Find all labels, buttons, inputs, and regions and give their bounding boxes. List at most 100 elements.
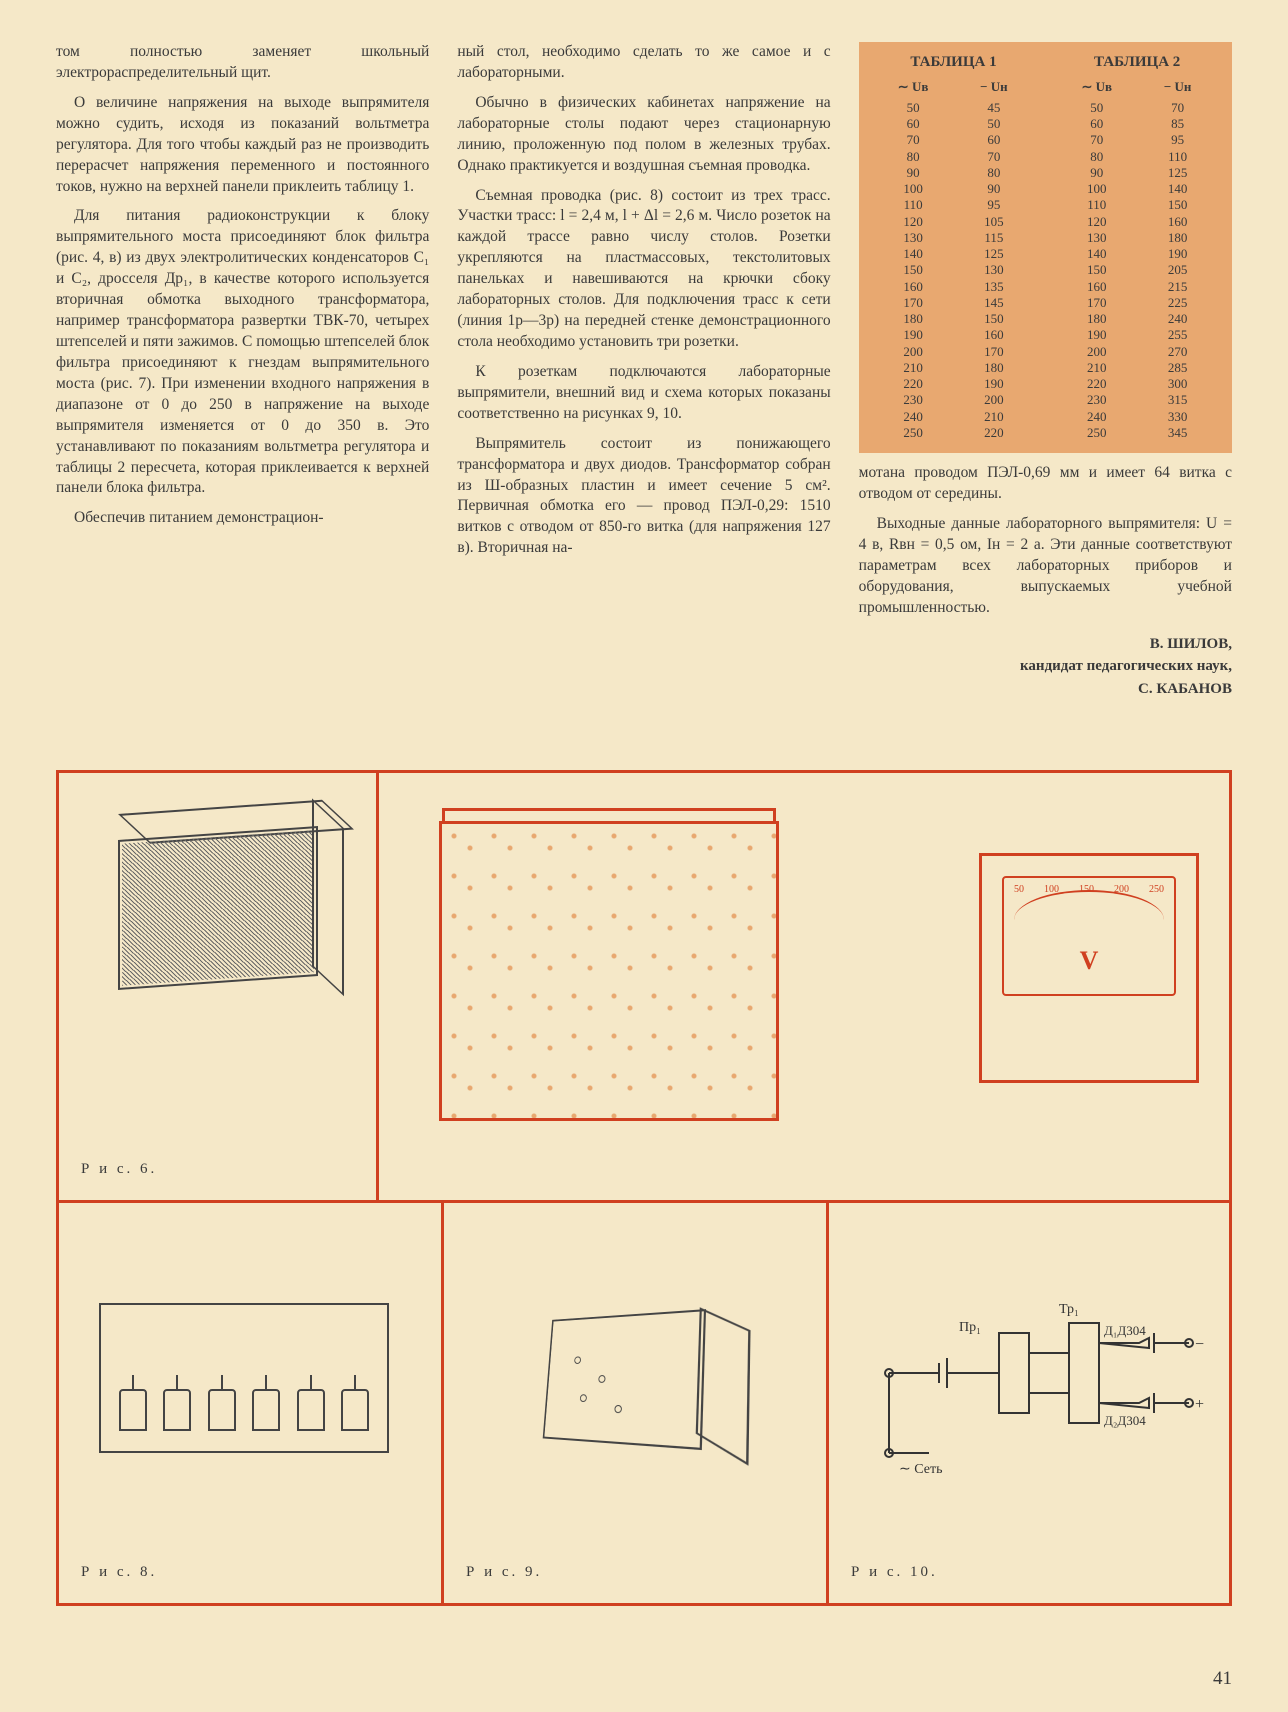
text-columns: том полностью заменяет школьный электрор…	[56, 42, 1232, 742]
table-cell: 160	[1137, 214, 1218, 230]
table-cell: 145	[954, 295, 1035, 311]
figure-7: 50 100 150 200 250 V	[379, 773, 1229, 1200]
table-cell: 70	[1137, 100, 1218, 116]
table-cell: 110	[873, 197, 954, 213]
table-cell: 95	[1137, 132, 1218, 148]
meter-num: 50	[1014, 884, 1024, 895]
table-row: 5045	[873, 100, 1035, 116]
figure-6: Р и с. 6.	[59, 773, 379, 1200]
transformer-icon	[439, 821, 779, 1121]
column-1: том полностью заменяет школьный электрор…	[56, 42, 429, 742]
table-row: 220190	[873, 376, 1035, 392]
table-cell: 345	[1137, 425, 1218, 441]
table-cell: 80	[873, 149, 954, 165]
table-cell: 60	[873, 116, 954, 132]
table-row: 6050	[873, 116, 1035, 132]
table-row: 180240	[1056, 311, 1218, 327]
table-cell: 225	[1137, 295, 1218, 311]
sig-1: В. ШИЛОВ,	[859, 633, 1232, 656]
dot-icon	[598, 1375, 606, 1383]
figure-8: Р и с. 8.	[59, 1203, 444, 1603]
table-cell: 210	[954, 409, 1035, 425]
table-row: 190160	[873, 327, 1035, 343]
table-cell: 130	[1056, 230, 1137, 246]
meter-num: 100	[1044, 884, 1059, 895]
figure-10: Тр₁ Пр₁ Д₁Д304 Д₂Д304 ∼ Сеть − + Р и с. …	[829, 1203, 1229, 1603]
column-2: ный стол, необходимо сделать то же самое…	[457, 42, 830, 742]
table-row: 200170	[873, 344, 1035, 360]
table-2-headers: ∼ Uв − Uн	[1056, 78, 1218, 96]
fig6-label: Р и с. 6.	[81, 1161, 157, 1178]
table-cell: 160	[1056, 279, 1137, 295]
table-cell: 170	[1056, 295, 1137, 311]
table-row: 120105	[873, 214, 1035, 230]
fig6-box-icon	[118, 826, 318, 990]
table-cell: 85	[1137, 116, 1218, 132]
table-cell: 140	[1056, 246, 1137, 262]
table-row: 5070	[1056, 100, 1218, 116]
voltmeter-icon: 50 100 150 200 250 V	[979, 853, 1199, 1083]
table-cell: 100	[873, 181, 954, 197]
table-cell: 250	[873, 425, 954, 441]
col1-p4: Обеспечив питанием демонстрацион-	[56, 508, 429, 529]
table-cell: 90	[954, 181, 1035, 197]
table-cell: 60	[1056, 116, 1137, 132]
table-cell: 255	[1137, 327, 1218, 343]
table-row: 130115	[873, 230, 1035, 246]
table-cell: 150	[1056, 262, 1137, 278]
table-1: ТАБЛИЦА 1 ∼ Uв − Uн 50456050706080709080…	[873, 52, 1035, 441]
circuit-tr-label: Тр₁	[1059, 1302, 1079, 1317]
table-row: 210180	[873, 360, 1035, 376]
table-cell: 220	[954, 425, 1035, 441]
table-row: 190255	[1056, 327, 1218, 343]
table-cell: 230	[873, 392, 954, 408]
table-cell: 170	[873, 295, 954, 311]
table-cell: 80	[1056, 149, 1137, 165]
table-row: 170225	[1056, 295, 1218, 311]
table-cell: 120	[1056, 214, 1137, 230]
meter-arc-icon	[1014, 890, 1164, 950]
table-cell: 180	[954, 360, 1035, 376]
socket-panel-icon	[99, 1303, 389, 1453]
table-cell: 135	[954, 279, 1035, 295]
table-cell: 150	[954, 311, 1035, 327]
table-cell: 240	[1056, 409, 1137, 425]
table-cell: 330	[1137, 409, 1218, 425]
socket-icon	[297, 1389, 325, 1431]
table-cell: 125	[954, 246, 1035, 262]
circuit-d1-label: Д₁Д304	[1104, 1323, 1146, 1338]
dot-icon	[580, 1394, 587, 1402]
table-cell: 285	[1137, 360, 1218, 376]
table-cell: 230	[1056, 392, 1137, 408]
table-cell: 45	[954, 100, 1035, 116]
tables-box: ТАБЛИЦА 1 ∼ Uв − Uн 50456050706080709080…	[859, 42, 1232, 453]
table-row: 7095	[1056, 132, 1218, 148]
col1-p1: том полностью заменяет школьный электрор…	[56, 42, 429, 84]
meter-num: 250	[1149, 884, 1164, 895]
table-cell: 120	[873, 214, 954, 230]
table-row: 150205	[1056, 262, 1218, 278]
table-row: 110150	[1056, 197, 1218, 213]
t2-h1: ∼ Uв	[1056, 78, 1137, 96]
table-cell: 205	[1137, 262, 1218, 278]
table-cell: 110	[1137, 149, 1218, 165]
table-cell: 190	[1056, 327, 1137, 343]
col2-p2: Обычно в физических кабинетах напряжение…	[457, 93, 830, 177]
figure-9: Р и с. 9.	[444, 1203, 829, 1603]
table-cell: 130	[873, 230, 954, 246]
meter-num: 200	[1114, 884, 1129, 895]
col2-p1: ный стол, необходимо сделать то же самое…	[457, 42, 830, 84]
fig9-label: Р и с. 9.	[466, 1564, 542, 1581]
column-3: ТАБЛИЦА 1 ∼ Uв − Uн 50456050706080709080…	[859, 42, 1232, 742]
table-cell: 150	[1137, 197, 1218, 213]
svg-text:−: −	[1195, 1336, 1204, 1353]
col3-p2: Выходные данные лабораторного выпрямител…	[859, 514, 1232, 619]
t2-h2: − Uн	[1137, 78, 1218, 96]
table-cell: 50	[873, 100, 954, 116]
table-cell: 160	[873, 279, 954, 295]
table-cell: 210	[873, 360, 954, 376]
table-cell: 190	[873, 327, 954, 343]
table-row: 210285	[1056, 360, 1218, 376]
table-row: 140190	[1056, 246, 1218, 262]
table-cell: 315	[1137, 392, 1218, 408]
